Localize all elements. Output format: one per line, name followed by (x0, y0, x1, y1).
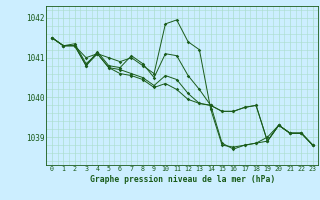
X-axis label: Graphe pression niveau de la mer (hPa): Graphe pression niveau de la mer (hPa) (90, 175, 275, 184)
